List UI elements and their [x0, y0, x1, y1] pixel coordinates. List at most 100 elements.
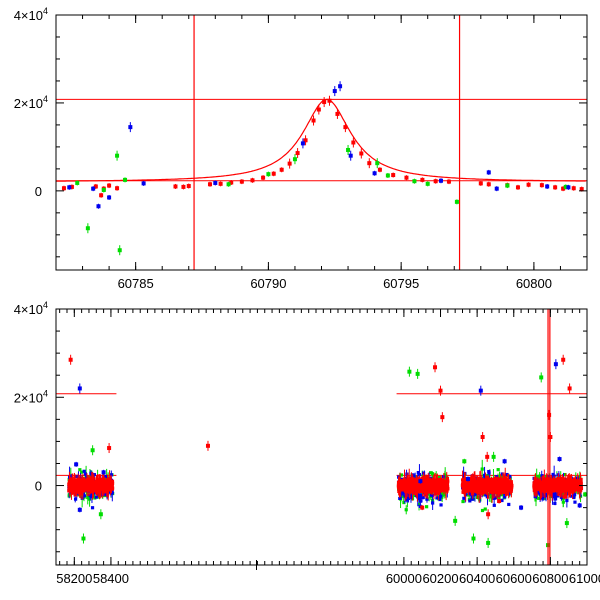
data-point-blue: [566, 185, 571, 190]
data-point-red: [484, 482, 489, 486]
data-point-blue: [551, 472, 555, 477]
y-tick-label: 4×104: [14, 300, 48, 317]
y-tick-label: 0: [35, 184, 42, 199]
data-point-red: [544, 477, 548, 481]
data-point-red: [565, 483, 569, 487]
data-point-red: [173, 184, 178, 189]
data-point-red: [501, 486, 505, 491]
data-point-red: [67, 488, 71, 493]
data-point-red: [109, 480, 113, 484]
data-point-blue: [91, 186, 96, 191]
data-point-green: [90, 448, 95, 453]
data-point-red: [490, 483, 494, 487]
data-point-green: [491, 454, 496, 459]
data-point-red: [485, 479, 490, 484]
data-point-red: [504, 480, 508, 484]
data-point-red: [89, 487, 93, 491]
data-point-red: [462, 485, 467, 489]
data-point-green: [483, 507, 487, 511]
data-point-red: [472, 483, 476, 488]
data-point-blue: [552, 495, 556, 499]
data-point-blue: [90, 506, 95, 510]
data-point-blue: [418, 499, 423, 503]
data-point-red: [500, 478, 505, 482]
data-point-red: [97, 485, 101, 489]
data-point-red: [492, 481, 496, 486]
data-point-red: [75, 480, 79, 484]
data-point-red: [464, 479, 469, 484]
data-cluster: [460, 459, 514, 513]
data-point-red: [411, 483, 415, 487]
data-point-red: [462, 480, 466, 484]
data-point-blue: [438, 178, 443, 183]
data-point-green: [489, 495, 494, 499]
data-point-red: [81, 481, 85, 485]
data-point-red: [420, 177, 425, 182]
data-point-red: [104, 487, 108, 491]
data-point-red: [574, 488, 579, 492]
model-curve: [56, 98, 586, 182]
data-point-red: [408, 482, 412, 487]
data-point-red: [106, 480, 111, 484]
data-point-red: [479, 479, 483, 483]
data-point-red: [68, 357, 73, 362]
data-point-red: [480, 435, 485, 439]
data-point-green: [564, 521, 569, 526]
data-point-red: [435, 485, 439, 489]
plot-frame: [55, 308, 588, 566]
data-point-blue: [77, 507, 82, 512]
data-point-red: [506, 487, 510, 491]
data-point-blue: [553, 362, 558, 367]
data-point-red: [445, 476, 450, 480]
data-point-red: [561, 478, 565, 482]
data-point-red: [505, 482, 510, 486]
data-point-red: [77, 482, 81, 486]
data-point-blue: [425, 497, 429, 501]
data-point-blue: [90, 492, 94, 496]
data-point-red: [541, 487, 545, 491]
data-point-red: [543, 487, 547, 491]
data-point-red: [571, 490, 575, 494]
data-point-red: [460, 483, 465, 487]
data-point-green: [407, 369, 412, 374]
data-point-red: [494, 491, 499, 495]
data-point-red: [91, 476, 95, 481]
data-point-red: [478, 181, 483, 186]
data-point-red: [93, 184, 98, 189]
data-point-red: [97, 480, 101, 485]
data-point-red: [408, 488, 412, 492]
data-point-green: [375, 161, 380, 166]
data-point-blue: [103, 474, 108, 479]
data-point-red: [478, 488, 482, 493]
data-point-blue: [503, 495, 507, 499]
data-point-red: [426, 483, 431, 487]
data-point-green: [486, 540, 491, 545]
data-point-red: [498, 479, 502, 484]
data-point-red: [81, 485, 85, 489]
data-point-red: [568, 479, 572, 483]
data-point-red: [442, 481, 446, 485]
data-point-green: [101, 187, 106, 192]
data-point-red: [80, 478, 84, 482]
data-point-red: [553, 185, 558, 190]
data-point-red: [351, 140, 356, 145]
data-point-blue: [82, 469, 86, 473]
data-point-red: [377, 167, 382, 172]
data-point-blue: [553, 501, 557, 506]
data-point-red: [107, 446, 112, 451]
data-point-blue: [470, 497, 474, 501]
data-point-red: [564, 479, 568, 483]
data-point-red: [464, 489, 468, 493]
data-point-red: [542, 478, 546, 482]
data-point-blue: [519, 505, 524, 510]
data-point-red: [90, 483, 94, 487]
data-point-red: [102, 485, 106, 489]
data-point-red: [446, 179, 451, 184]
data-point-green: [98, 512, 103, 517]
y-tick-label: 2×104: [14, 94, 48, 111]
data-point-green: [346, 147, 351, 152]
data-point-red: [445, 486, 450, 490]
data-point-green: [437, 475, 441, 480]
data-point-blue: [77, 386, 82, 391]
data-point-blue: [492, 496, 496, 500]
